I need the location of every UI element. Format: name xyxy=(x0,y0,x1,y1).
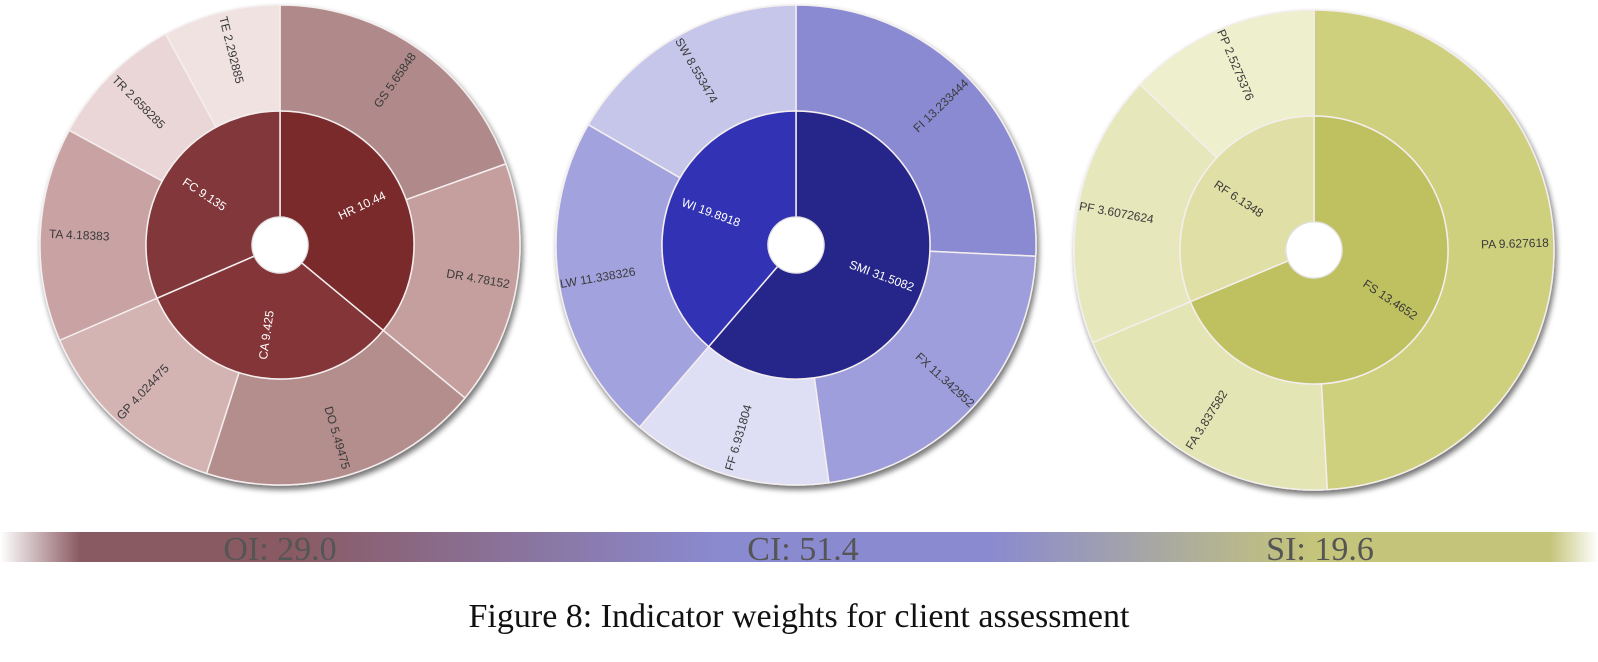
center-hole xyxy=(1285,221,1343,279)
sunburst-disc xyxy=(39,4,521,486)
summary-label-ci: CI: 51.4 xyxy=(747,531,858,568)
center-hole xyxy=(251,216,309,274)
summary-label-oi: OI: 29.0 xyxy=(223,531,336,568)
summary-label-si: SI: 19.6 xyxy=(1266,531,1374,568)
inner-label-ca: CA 9.425 xyxy=(256,309,277,360)
summary-bar: OI: 29.0 CI: 51.4 SI: 19.6 xyxy=(0,531,1598,568)
outer-label-pa: PA 9.627618 xyxy=(1481,236,1550,252)
summary-gradient-band xyxy=(0,532,1598,562)
outer-label-ta: TA 4.18383 xyxy=(49,227,110,244)
figure-caption: Figure 8: Indicator weights for client a… xyxy=(468,598,1130,635)
sunburst-disc xyxy=(1073,9,1555,491)
center-hole xyxy=(767,216,825,274)
sunburst-disc xyxy=(555,4,1037,486)
